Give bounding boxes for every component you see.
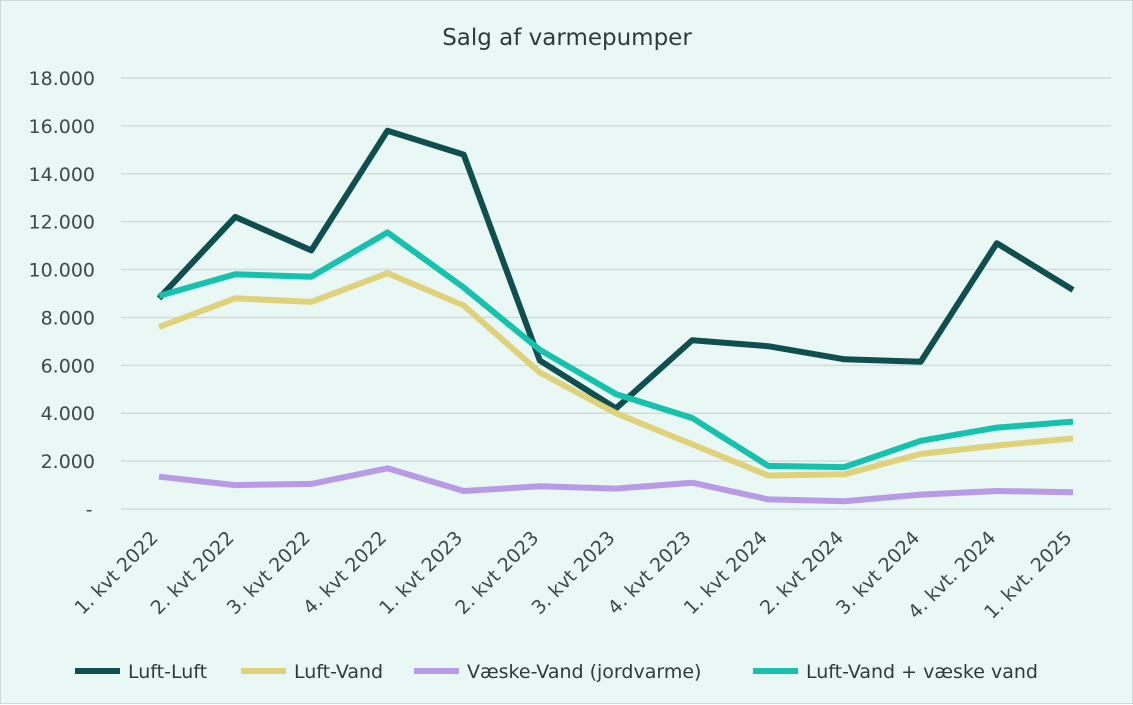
series-line-luft-vand (157, 270, 1074, 479)
legend-item[interactable]: Væske-Vand (jordvarme) (414, 661, 701, 683)
y-tick-label: 10.000 (29, 260, 95, 282)
y-tick-label: 8.000 (41, 307, 95, 329)
y-tick-label: 6.000 (41, 355, 95, 377)
chart-title: Salg af varmepumper (442, 25, 692, 51)
legend-label: Luft-Vand + væske vand (806, 661, 1038, 683)
legend-item[interactable]: Luft-Vand (241, 661, 383, 683)
legend: Luft-Luft Luft-Vand Væske-Vand (jordvarme)… (75, 661, 1038, 683)
y-tick-label: 2.000 (41, 451, 95, 473)
series-lines (156, 127, 1075, 505)
legend-label: Luft-Luft (128, 661, 207, 683)
series-line-luft-vand-væske-vand (158, 229, 1074, 471)
y-tick-label: 12.000 (29, 212, 95, 234)
legend-label: Luft-Vand (294, 661, 383, 683)
legend-item[interactable]: Luft-Vand + væske vand (753, 661, 1038, 683)
y-tick-label: 4.000 (41, 403, 95, 425)
y-tick-label: 18.000 (29, 68, 95, 90)
series-line-væske-vand-jordvarme (158, 465, 1074, 505)
y-axis-ticks: - 2.000 4.000 6.000 8.000 10.000 12.000 14.000 1… (29, 68, 95, 521)
gridlines (121, 77, 1111, 510)
y-tick-label: 14.000 (29, 164, 95, 186)
legend-item[interactable]: Luft-Luft (75, 661, 207, 683)
legend-label: Væske-Vand (jordvarme) (467, 661, 701, 683)
y-tick-label: - (86, 499, 93, 521)
series-line-luft-luft (156, 127, 1075, 412)
y-tick-label: 16.000 (29, 116, 95, 138)
